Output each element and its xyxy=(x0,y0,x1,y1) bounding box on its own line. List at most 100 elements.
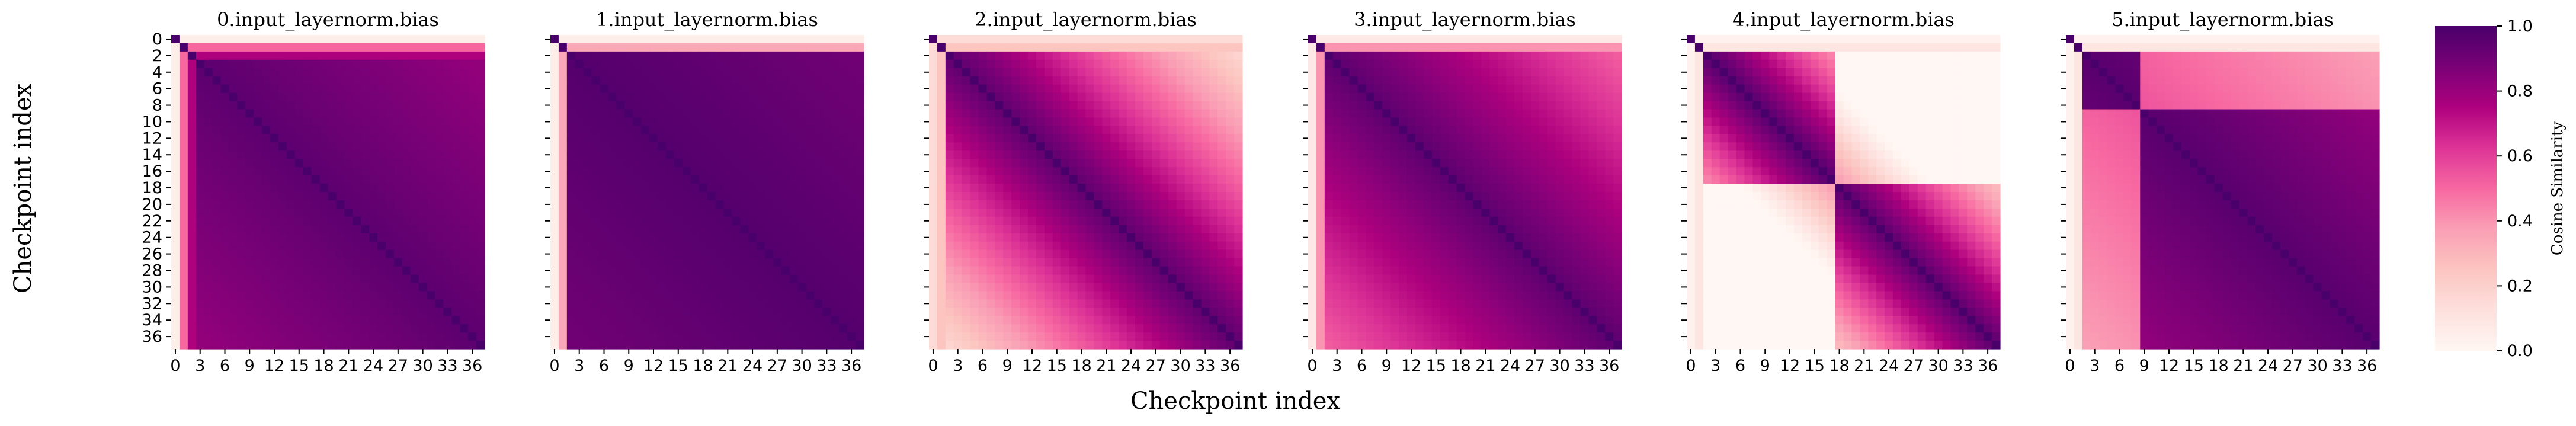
heatmap-cell xyxy=(937,225,946,234)
heatmap-cell xyxy=(575,84,584,94)
heatmap-cell xyxy=(1456,109,1466,118)
heatmap-cell xyxy=(361,266,370,276)
heatmap-cell xyxy=(674,35,683,44)
heatmap-cell xyxy=(748,150,757,159)
heatmap-cell xyxy=(690,167,700,176)
heatmap-cell xyxy=(460,76,469,85)
heatmap-cell xyxy=(328,274,337,284)
heatmap-cell xyxy=(814,76,823,85)
heatmap-cell xyxy=(1094,200,1103,209)
heatmap-cell xyxy=(789,258,799,267)
heatmap-cell xyxy=(311,159,321,168)
heatmap-cell xyxy=(204,208,213,217)
heatmap-cell xyxy=(962,299,971,308)
heatmap-cell xyxy=(682,142,691,151)
heatmap-cell xyxy=(674,117,683,127)
heatmap-cell xyxy=(839,258,848,267)
heatmap-cell xyxy=(723,51,732,60)
heatmap-cell xyxy=(1052,291,1062,300)
heatmap-cell xyxy=(1226,109,1235,118)
heatmap-cell xyxy=(847,241,856,251)
heatmap-cell xyxy=(707,175,716,184)
heatmap-cell xyxy=(476,150,485,159)
heatmap-cell xyxy=(723,167,732,176)
heatmap-cell xyxy=(682,184,691,193)
heatmap-cell xyxy=(929,225,938,234)
heatmap-cell xyxy=(1374,117,1383,127)
heatmap-cell xyxy=(1151,35,1161,44)
heatmap-cell xyxy=(1060,258,1070,267)
heatmap-cell xyxy=(715,126,724,134)
heatmap-cell xyxy=(1613,84,1622,94)
heatmap-cell xyxy=(1102,225,1111,234)
heatmap-cell xyxy=(995,117,1004,127)
heatmap-cell xyxy=(385,175,395,184)
heatmap-cell xyxy=(1028,175,1037,184)
heatmap-cell xyxy=(1060,216,1070,226)
heatmap-cell xyxy=(237,266,246,276)
heatmap-cell xyxy=(773,192,782,201)
heatmap-cell xyxy=(591,299,601,308)
heatmap-cell xyxy=(369,316,378,325)
heatmap-cell xyxy=(657,316,667,325)
heatmap-cell xyxy=(1060,117,1070,127)
heatmap-cell xyxy=(1135,208,1144,217)
heatmap-cell xyxy=(451,109,460,118)
heatmap-cell xyxy=(1184,200,1194,209)
heatmap-cell xyxy=(657,249,667,259)
heatmap-cell xyxy=(707,126,716,134)
heatmap-cell xyxy=(1143,308,1152,316)
heatmap-cell xyxy=(624,101,633,110)
heatmap-cell xyxy=(187,200,197,209)
heatmap-cell xyxy=(1052,51,1062,60)
heatmap-cell xyxy=(460,101,469,110)
heatmap-cell xyxy=(600,126,609,134)
heatmap-cell xyxy=(369,117,378,127)
heatmap-cell xyxy=(1605,59,1614,69)
heatmap-cell xyxy=(764,324,774,333)
heatmap-cell xyxy=(418,308,428,316)
heatmap-cell xyxy=(1110,184,1119,193)
heatmap-cell xyxy=(385,316,395,325)
heatmap-cell xyxy=(633,200,642,209)
heatmap-cell xyxy=(624,167,633,176)
heatmap-cell xyxy=(328,101,337,110)
heatmap-cell xyxy=(1110,291,1119,300)
heatmap-cell xyxy=(1159,283,1169,292)
heatmap-cell xyxy=(171,324,180,333)
heatmap-cell xyxy=(336,134,345,143)
heatmap-cell xyxy=(856,332,864,341)
heatmap-cell xyxy=(393,283,403,292)
heatmap-cell xyxy=(707,216,716,226)
heatmap-cell xyxy=(418,150,428,159)
heatmap-cell xyxy=(402,200,411,209)
heatmap-cell xyxy=(773,43,782,52)
heatmap-cell xyxy=(616,299,625,308)
heatmap-cell xyxy=(856,184,864,193)
heatmap-cell xyxy=(1176,225,1186,234)
heatmap-cell xyxy=(715,249,724,259)
heatmap-cell xyxy=(665,35,675,44)
heatmap-cell xyxy=(1209,159,1218,168)
heatmap-cell xyxy=(1052,84,1062,94)
heatmap-cell xyxy=(1316,76,1325,85)
heatmap-cell xyxy=(393,126,403,134)
heatmap-cell xyxy=(1085,283,1095,292)
heatmap-cell xyxy=(1522,76,1531,85)
heatmap-cell xyxy=(237,126,246,134)
heatmap-cell xyxy=(1201,192,1210,201)
heatmap-cell xyxy=(1465,51,1474,60)
heatmap-cell xyxy=(1102,92,1111,102)
heatmap-cell xyxy=(1201,76,1210,85)
heatmap-cell xyxy=(616,283,625,292)
heatmap-cell xyxy=(1465,109,1474,118)
heatmap-cell xyxy=(1135,332,1144,341)
heatmap-cell xyxy=(1102,192,1111,201)
heatmap-cell xyxy=(1580,68,1589,77)
heatmap-cell xyxy=(814,233,823,242)
heatmap-cell xyxy=(847,92,856,102)
heatmap-cell xyxy=(715,216,724,226)
heatmap-cell xyxy=(929,92,938,102)
heatmap-cell xyxy=(616,208,625,217)
heatmap-cell xyxy=(566,291,576,300)
